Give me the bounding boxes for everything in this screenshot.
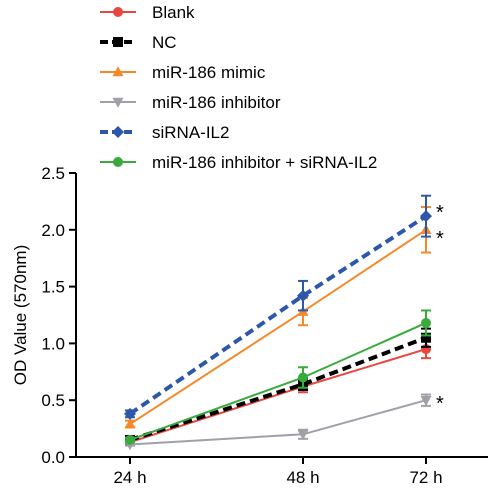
y-tick-label: 0.5 bbox=[41, 391, 65, 410]
y-tick-label: 1.0 bbox=[41, 334, 65, 353]
legend-label: miR-186 inhibitor + siRNA-IL2 bbox=[152, 153, 377, 172]
significance-marker: * bbox=[436, 202, 444, 224]
legend-marker bbox=[112, 97, 124, 108]
legend-label: siRNA-IL2 bbox=[152, 123, 229, 142]
legend-label: Blank bbox=[152, 3, 195, 22]
legend-item-sirna-il2: siRNA-IL2 bbox=[100, 123, 229, 142]
legend-item-nc: NC bbox=[100, 33, 177, 52]
series-line bbox=[129, 335, 427, 442]
annotation-layer: * * * bbox=[436, 202, 444, 415]
legend-label: miR-186 inhibitor bbox=[152, 93, 281, 112]
series-layer bbox=[124, 194, 432, 451]
data-point bbox=[124, 407, 136, 420]
data-point bbox=[125, 434, 135, 445]
series-mir-186-inhibitor bbox=[124, 393, 432, 451]
data-point bbox=[297, 289, 309, 302]
data-point bbox=[297, 430, 309, 441]
x-tick-label: 48 h bbox=[286, 468, 319, 487]
legend-marker bbox=[112, 66, 124, 77]
series-mir-186-mimic bbox=[124, 206, 432, 429]
y-tick-label: 0.0 bbox=[41, 448, 65, 467]
y-tick-label: 2.0 bbox=[41, 221, 65, 240]
series-line bbox=[128, 214, 428, 416]
legend-label: NC bbox=[152, 33, 177, 52]
legend-label: miR-186 mimic bbox=[152, 63, 266, 82]
series-sirna-il2 bbox=[124, 194, 432, 420]
y-tick-label: 1.5 bbox=[41, 278, 65, 297]
data-point bbox=[420, 395, 432, 406]
legend-item-mir-186-inhibitor-sirna-il2: miR-186 inhibitor + siRNA-IL2 bbox=[100, 153, 377, 172]
legend-marker bbox=[113, 7, 123, 17]
significance-marker: * bbox=[436, 393, 444, 415]
axes: 0.0 0.5 1.0 1.5 2.0 2.5 24 h 48 h 72 h OD Value (… bbox=[11, 164, 488, 487]
significance-marker: * bbox=[436, 228, 444, 250]
data-point bbox=[421, 317, 431, 328]
data-point bbox=[420, 210, 432, 223]
legend-item-mir-186-inhibitor: miR-186 inhibitor bbox=[100, 93, 281, 112]
series-line bbox=[129, 399, 427, 446]
series-line bbox=[129, 322, 427, 441]
y-axis-title: OD Value (570nm) bbox=[11, 245, 30, 385]
legend-item-blank: Blank bbox=[100, 3, 195, 22]
data-point bbox=[421, 332, 431, 343]
legend-marker bbox=[113, 37, 123, 47]
x-tick-label: 24 h bbox=[113, 468, 146, 487]
x-tick-label: 72 h bbox=[409, 468, 442, 487]
data-point bbox=[124, 418, 136, 429]
data-point bbox=[298, 372, 308, 383]
legend-item-mir-186-mimic: miR-186 mimic bbox=[100, 63, 266, 82]
legend-marker bbox=[113, 157, 123, 167]
series-mir-186-inhibitor-sirna-il2 bbox=[125, 309, 431, 445]
y-tick-label: 2.5 bbox=[41, 164, 65, 183]
legend: Blank NC miR-186 mimic miR-186 inhibitor siR… bbox=[100, 3, 377, 172]
legend-marker bbox=[112, 126, 124, 138]
